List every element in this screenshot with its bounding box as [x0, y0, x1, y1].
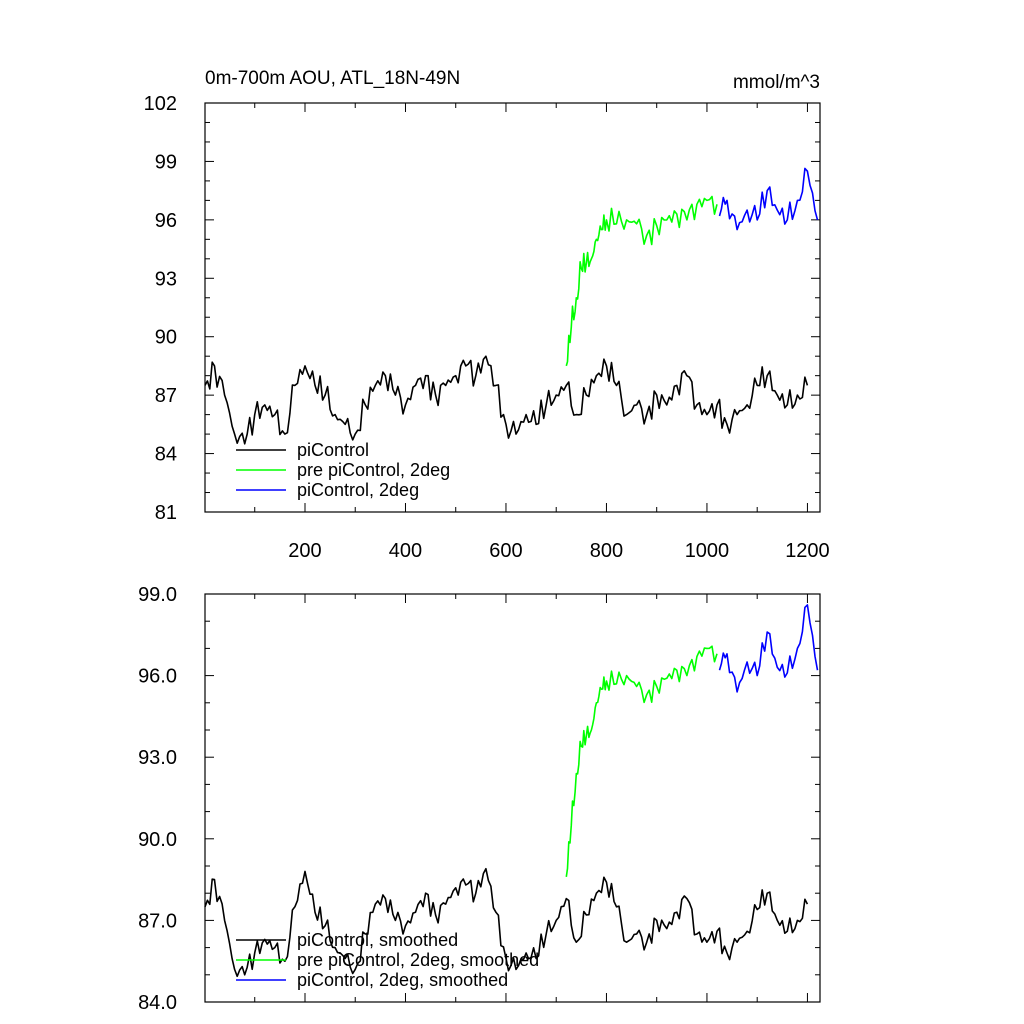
plot-frame — [204, 102, 821, 513]
series-line-1 — [204, 355, 809, 445]
y-tick-label: 87 — [155, 385, 177, 407]
y-tick-label: 93.0 — [138, 747, 177, 769]
legend-entry: piControl — [297, 440, 369, 460]
series-line-1 — [204, 867, 809, 978]
x-tick-label: 800 — [590, 540, 623, 562]
x-tick-label: 600 — [489, 540, 522, 562]
y-tick-label: 81 — [155, 502, 177, 524]
y-tick-label: 84 — [155, 444, 177, 466]
y-tick-label: 99.0 — [138, 584, 177, 606]
y-tick-label: 102 — [144, 93, 177, 115]
series-line-2 — [565, 645, 718, 878]
y-tick-label: 93 — [155, 268, 177, 290]
y-tick-label: 99 — [155, 151, 177, 173]
y-tick-label: 96 — [155, 210, 177, 232]
plot-frame — [204, 593, 821, 1003]
panel-2: 84.0 87.0 90.0 93.0 96.0 99.0 piControl, smoot… — [138, 584, 821, 1014]
y-tick-label: 84.0 — [138, 992, 177, 1014]
y-tick-label: 96.0 — [138, 666, 177, 688]
x-tick-label: 200 — [288, 540, 321, 562]
x-tick-label: 1200 — [785, 540, 830, 562]
units-label: mmol/m^3 — [733, 72, 820, 93]
legend-entry: pre piControl, 2deg, smoothed — [297, 950, 539, 970]
legend-entry: pre piControl, 2deg — [297, 460, 450, 480]
series-line-3 — [718, 604, 819, 693]
series-line-3 — [718, 167, 819, 231]
legend-entry: piControl, smoothed — [297, 930, 458, 950]
x-tick-label: 400 — [389, 540, 422, 562]
legend-entry: piControl, 2deg, smoothed — [297, 970, 508, 990]
x-tick-label: 1000 — [685, 540, 730, 562]
panel-1: 200 400 600 800 1000 1200 81 84 87 90 93 96 99 102 0m-… — [144, 68, 830, 562]
y-tick-label: 90 — [155, 327, 177, 349]
y-tick-label: 87.0 — [138, 910, 177, 932]
series-line-2 — [565, 195, 718, 367]
legend-entry: piControl, 2deg — [297, 480, 419, 500]
chart-title: 0m-700m AOU, ATL_18N-49N — [205, 68, 460, 89]
y-tick-label: 90.0 — [138, 829, 177, 851]
